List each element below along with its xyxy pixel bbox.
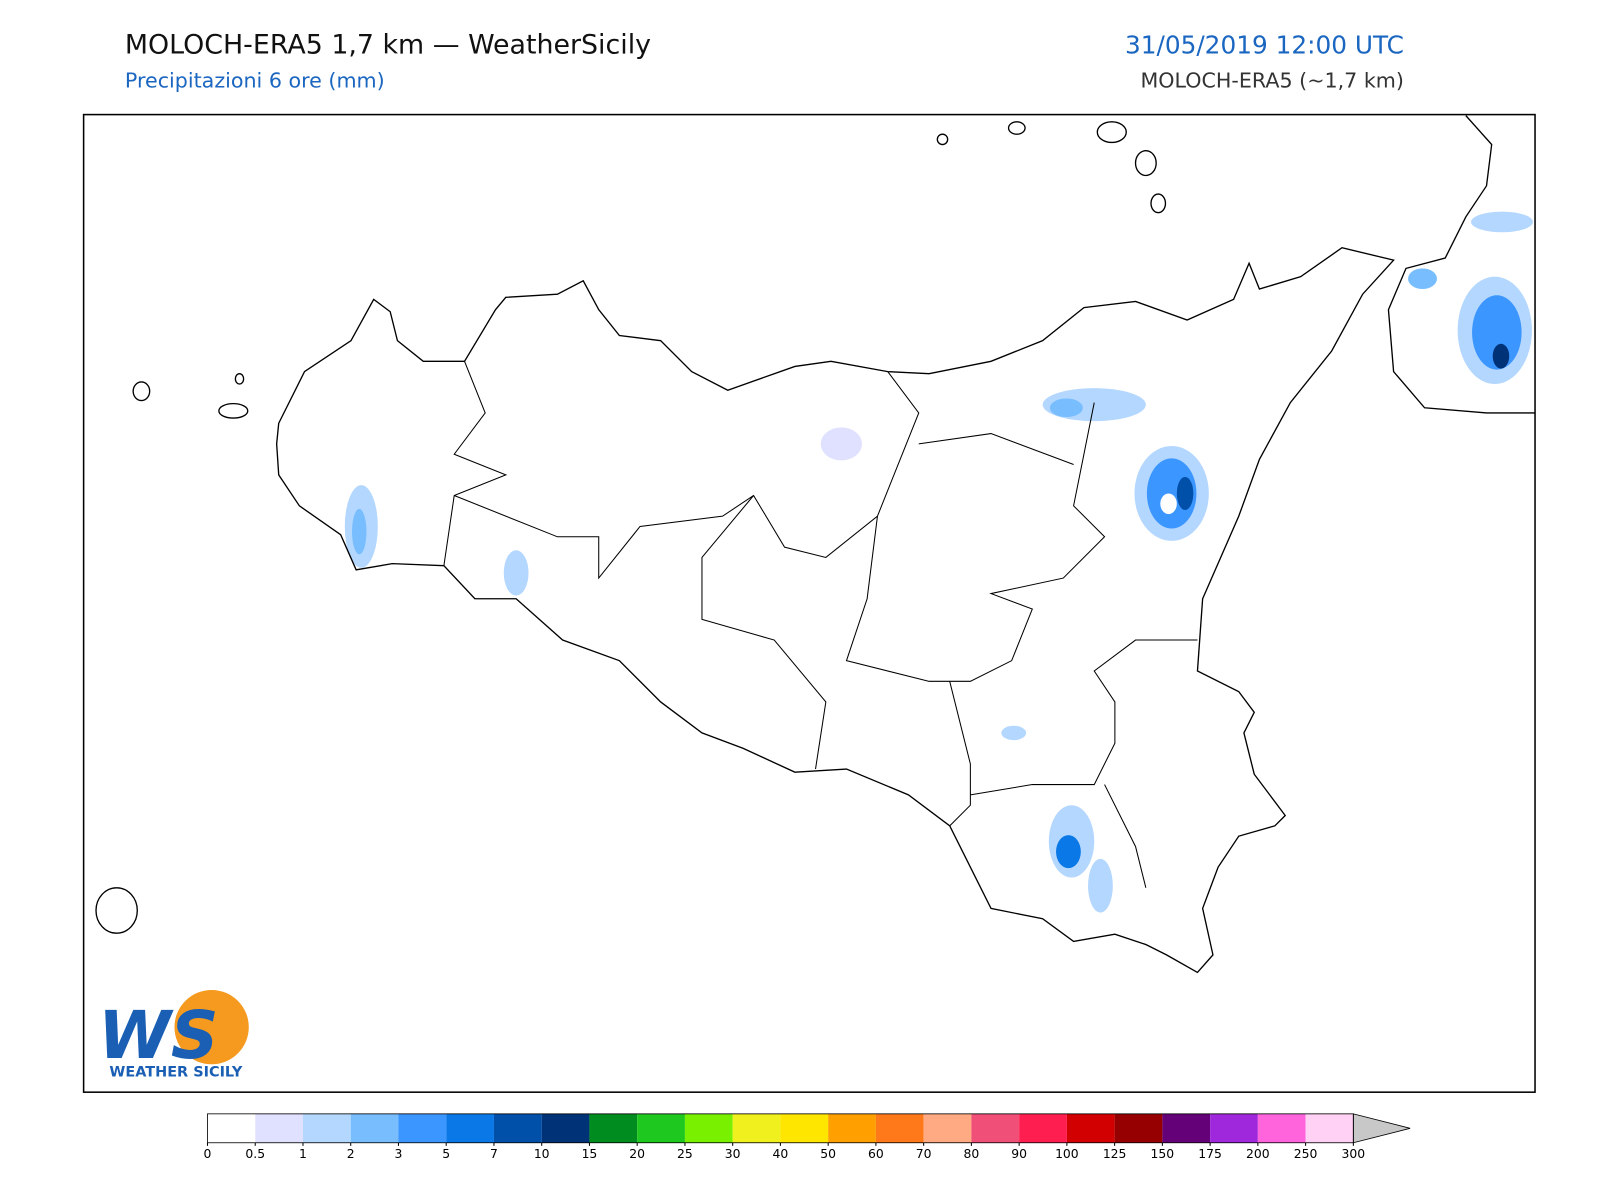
colorbar-bin bbox=[493, 1113, 542, 1143]
colorbar-tick-label: 60 bbox=[868, 1147, 884, 1161]
colorbar-bin bbox=[207, 1113, 256, 1143]
colorbar-tick-label: 30 bbox=[725, 1147, 741, 1161]
colorbar-bin bbox=[1019, 1113, 1067, 1143]
precip-area bbox=[1088, 858, 1113, 913]
colorbar-tick-label: 125 bbox=[1103, 1147, 1127, 1161]
colorbar-tick-label: 200 bbox=[1246, 1147, 1270, 1161]
colorbar-tick-label: 25 bbox=[677, 1147, 693, 1161]
content: MOLOCH-ERA5 1,7 km — WeatherSicily Preci… bbox=[82, 30, 1536, 1161]
colorbar-bin bbox=[1210, 1113, 1258, 1143]
colorbar-tick-label: 7 bbox=[490, 1147, 498, 1161]
colorbar-tick-label: 90 bbox=[1011, 1147, 1027, 1161]
title: MOLOCH-ERA5 1,7 km — WeatherSicily bbox=[125, 30, 651, 61]
colorbar-bin bbox=[1257, 1113, 1306, 1143]
logo-sun bbox=[174, 989, 249, 1065]
colorbar-tick-label: 20 bbox=[629, 1147, 645, 1161]
colorbar-tick-label: 15 bbox=[582, 1147, 598, 1161]
colorbar-tick-label: 250 bbox=[1294, 1147, 1318, 1161]
colorbar-tick-label: 0.5 bbox=[245, 1147, 265, 1161]
colorbar-tick-label: 0 bbox=[204, 1147, 212, 1161]
calabria-coast bbox=[1387, 115, 1536, 414]
colorbar-bin bbox=[350, 1113, 399, 1143]
colorbar-bin bbox=[732, 1113, 781, 1143]
colorbar-bin bbox=[1114, 1113, 1163, 1143]
colorbar-bin bbox=[302, 1113, 351, 1143]
precip-area bbox=[1472, 295, 1522, 370]
colorbar-bin bbox=[589, 1113, 638, 1143]
colorbar-tick-label: 10 bbox=[534, 1147, 550, 1161]
colorbar-tick-label: 5 bbox=[442, 1147, 450, 1161]
colorbar-bin bbox=[780, 1113, 829, 1143]
logo-text: WEATHER SICILY bbox=[109, 1065, 242, 1081]
precip-area bbox=[1471, 211, 1533, 233]
colorbar: 0 0.5 1 2 3 5 7 10 15 20 25 30 40 50 60 70 80 90 100 125 150… bbox=[204, 1113, 1411, 1161]
colorbar-bin bbox=[923, 1113, 972, 1143]
colorbar-tick-label: 40 bbox=[773, 1147, 789, 1161]
logo: WS WEATHER SICILY bbox=[98, 989, 249, 1081]
logo-mark: WS bbox=[98, 997, 218, 1074]
map-frame bbox=[82, 113, 1536, 1093]
colorbar-tick-label: 100 bbox=[1055, 1147, 1079, 1161]
colorbar-tick-label: 175 bbox=[1198, 1147, 1222, 1161]
colorbar-over bbox=[1352, 1113, 1411, 1144]
colorbar-bin bbox=[1305, 1113, 1354, 1143]
sicily-coast bbox=[275, 247, 1395, 974]
islands bbox=[95, 121, 1167, 934]
colorbar-tick-label: 80 bbox=[964, 1147, 980, 1161]
colorbar-bin bbox=[1066, 1113, 1115, 1143]
model: MOLOCH-ERA5 (~1,7 km) bbox=[1140, 69, 1403, 93]
colorbar-bin bbox=[541, 1113, 590, 1143]
precip-area bbox=[1176, 476, 1194, 510]
subtitle: Precipitazioni 6 ore (mm) bbox=[125, 69, 385, 93]
precip-area bbox=[1049, 398, 1083, 418]
colorbar-tick-label: 70 bbox=[916, 1147, 932, 1161]
colorbar-tick-label: 150 bbox=[1151, 1147, 1175, 1161]
colorbar-tick-label: 1 bbox=[299, 1147, 307, 1161]
precip-area bbox=[1160, 493, 1177, 515]
precip-area bbox=[503, 550, 529, 596]
precip-area bbox=[1056, 835, 1081, 869]
precip-area bbox=[1146, 458, 1197, 529]
colorbar-tick-label: 50 bbox=[820, 1147, 836, 1161]
precip-area bbox=[820, 427, 862, 461]
province-borders bbox=[443, 361, 1198, 888]
precip-area bbox=[352, 508, 367, 555]
colorbar-tick-label: 300 bbox=[1342, 1147, 1366, 1161]
colorbar-bin bbox=[875, 1113, 924, 1143]
colorbar-bin bbox=[255, 1113, 303, 1143]
datetime: 31/05/2019 12:00 UTC bbox=[1125, 31, 1404, 60]
colorbar-bin bbox=[828, 1113, 876, 1143]
colorbar-bin bbox=[398, 1113, 447, 1143]
colorbar-bin bbox=[971, 1113, 1020, 1143]
colorbar-bin bbox=[446, 1113, 494, 1143]
colorbar-tick-label: 2 bbox=[347, 1147, 355, 1161]
precip-area bbox=[1492, 343, 1510, 369]
colorbar-tick-label: 3 bbox=[395, 1147, 403, 1161]
colorbar-bin bbox=[684, 1113, 733, 1143]
precip bbox=[344, 211, 1533, 913]
precip-area bbox=[1408, 268, 1437, 290]
colorbar-bin bbox=[637, 1113, 685, 1143]
colorbar-bin bbox=[1162, 1113, 1211, 1143]
precip-area bbox=[1001, 725, 1027, 741]
